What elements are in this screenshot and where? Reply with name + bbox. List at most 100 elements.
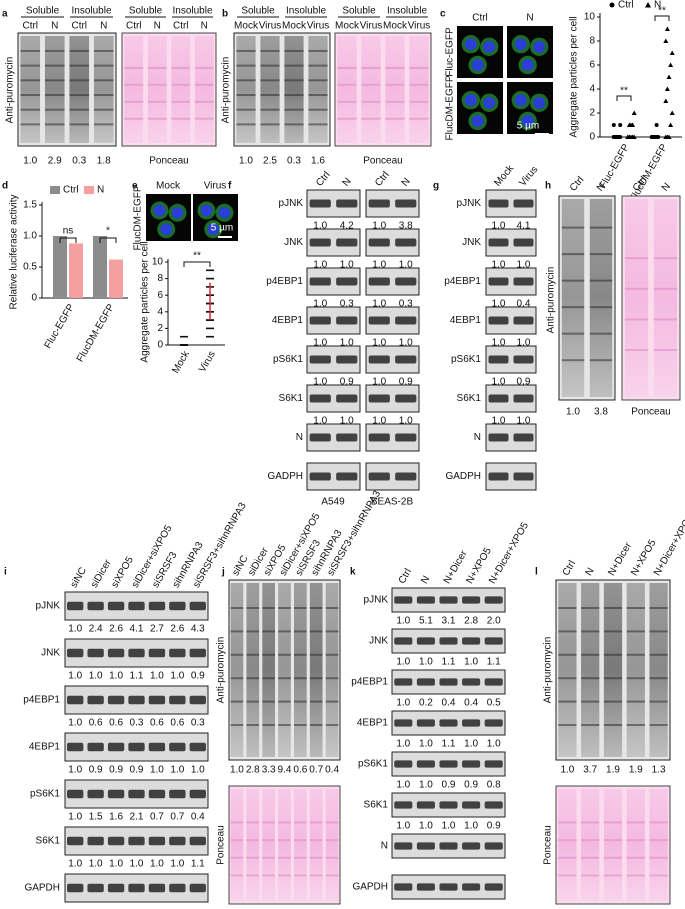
antibody-label: Anti-puromycin: [546, 267, 557, 334]
protein-label: pJNK: [457, 198, 482, 209]
band: [309, 316, 331, 325]
bar: [69, 243, 83, 298]
lane-smear: [581, 583, 600, 757]
protein-label: 4EBP1: [29, 742, 61, 753]
band: [626, 653, 645, 656]
band: [581, 700, 600, 703]
band: [284, 94, 304, 97]
nucleus: [521, 115, 534, 127]
y-tick-label: 8: [589, 36, 595, 47]
ponceau-lane: [124, 36, 144, 143]
band: [653, 257, 678, 260]
band: [626, 856, 645, 859]
category-label: FlucDM-EGFP: [75, 302, 117, 364]
band: [395, 316, 417, 325]
band: [69, 108, 90, 111]
row-label: Fluc-EGFP: [445, 27, 456, 77]
band: [87, 836, 104, 846]
protein-label: pJNK: [364, 595, 389, 606]
band: [294, 856, 307, 859]
point: [631, 110, 637, 115]
band: [325, 653, 339, 656]
band: [649, 724, 668, 726]
quant: 1.0: [150, 765, 164, 776]
band: [309, 277, 331, 286]
quant: 1.0: [230, 765, 244, 776]
legend-swatch: [50, 186, 60, 194]
band: [169, 789, 186, 799]
quant: 1.0: [89, 671, 103, 682]
panel-letter: a: [2, 9, 8, 20]
y-axis-label: Aggregate particles per cell: [140, 241, 151, 362]
band: [653, 349, 678, 351]
band: [20, 49, 41, 52]
band: [603, 874, 623, 877]
band: [649, 821, 668, 824]
group-label: Soluble: [129, 6, 163, 17]
quant: 0.4: [191, 812, 205, 823]
quant: 0.4: [442, 698, 456, 709]
protein-label: JNK: [284, 237, 303, 248]
lane-smear: [230, 583, 244, 757]
point: [663, 38, 669, 43]
quant: 2.5: [263, 156, 277, 167]
quant: 2.8: [246, 765, 260, 776]
group-label: Soluble: [241, 6, 275, 17]
band: [309, 607, 323, 609]
lane-smear: [603, 583, 623, 757]
band: [69, 94, 90, 97]
y-tick-label: 2: [157, 323, 163, 334]
band: [124, 66, 144, 69]
quant: 1.0: [517, 416, 531, 427]
protein-label: pJNK: [36, 601, 61, 612]
lane-label: Ctrl: [126, 21, 142, 32]
band: [107, 648, 125, 658]
band: [309, 856, 323, 859]
band: [67, 789, 84, 799]
band: [462, 760, 481, 768]
quant: 1.0: [396, 739, 410, 750]
legend-marker: [645, 2, 651, 8]
point: [206, 327, 214, 330]
band: [262, 874, 275, 877]
lane-label: Virus: [307, 21, 330, 32]
quant: 4.2: [340, 221, 354, 232]
band: [488, 355, 509, 364]
band: [128, 742, 145, 752]
quant: 0.9: [130, 765, 144, 776]
point: [206, 277, 214, 280]
quant: 1.8: [97, 156, 111, 167]
nucleus: [464, 94, 477, 107]
lane-label: Mock: [383, 21, 408, 32]
band: [484, 883, 503, 891]
band: [603, 724, 623, 726]
ponceau-lane: [230, 789, 244, 901]
ponceau-lane: [147, 36, 167, 143]
quant: 1.0: [239, 156, 253, 167]
band: [262, 839, 275, 842]
band: [189, 695, 206, 705]
lane-smear: [649, 583, 668, 757]
quant: 1.0: [566, 407, 580, 418]
band: [147, 83, 167, 86]
band: [581, 874, 600, 877]
nucleus: [533, 96, 546, 109]
ponceau-lane: [325, 789, 339, 901]
lane-label: Ctrl: [561, 559, 578, 578]
band: [581, 630, 600, 633]
band: [93, 49, 114, 52]
band: [93, 108, 114, 111]
band: [361, 66, 381, 69]
legend-label: Ctrl: [618, 0, 634, 11]
band: [128, 883, 145, 893]
band: [230, 677, 244, 680]
band: [67, 883, 84, 893]
column-label: Mock: [156, 181, 181, 192]
band: [230, 653, 244, 656]
band: [44, 49, 65, 52]
ponceau-lane: [309, 789, 323, 901]
point: [669, 50, 675, 55]
band: [169, 648, 186, 658]
quant: 4.3: [191, 624, 205, 635]
quant: 1.0: [170, 765, 184, 776]
